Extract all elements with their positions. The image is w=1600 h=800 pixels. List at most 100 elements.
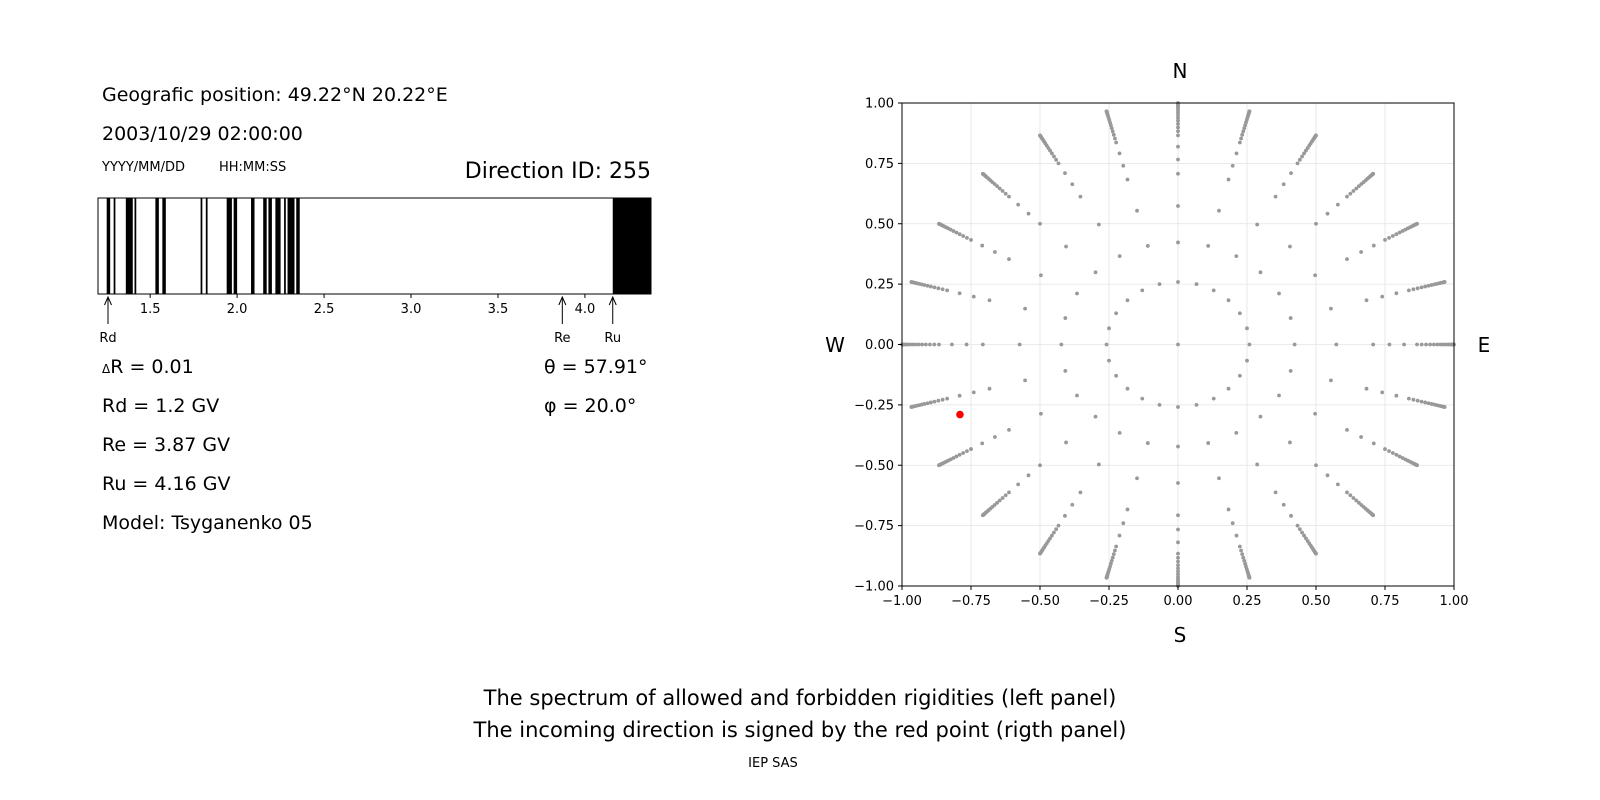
spectrum-markers: Rd Re Ru bbox=[99, 295, 621, 346]
grid-point bbox=[1176, 444, 1180, 449]
grid-point bbox=[1125, 507, 1130, 512]
grid-point bbox=[1114, 140, 1119, 145]
grid-point bbox=[913, 342, 918, 347]
grid-point bbox=[945, 288, 950, 293]
grid-point bbox=[1234, 533, 1239, 538]
grid-point bbox=[1415, 463, 1419, 468]
grid-point bbox=[1357, 500, 1361, 505]
grid-point bbox=[1039, 411, 1043, 416]
grid-point bbox=[1230, 163, 1235, 168]
compass-north: N bbox=[1173, 59, 1188, 83]
grid-point bbox=[1397, 230, 1402, 235]
spectrum-tick-label: 2.0 bbox=[227, 302, 248, 317]
grid-point bbox=[1064, 244, 1068, 249]
grid-point bbox=[1145, 244, 1150, 248]
grid-point bbox=[1234, 430, 1239, 435]
grid-point bbox=[1242, 126, 1247, 131]
x-tick-label: 0.75 bbox=[1371, 594, 1400, 609]
grid-point bbox=[1314, 133, 1318, 138]
grid-point bbox=[1050, 533, 1054, 538]
model-name: Model: Tsyganenko 05 bbox=[102, 512, 313, 534]
y-tick-label: −0.50 bbox=[854, 459, 894, 474]
grid-point bbox=[932, 342, 937, 347]
grid-point bbox=[925, 401, 930, 406]
y-tick-label: −0.75 bbox=[854, 519, 894, 534]
compass-south: S bbox=[1174, 623, 1187, 647]
grid-point bbox=[1335, 482, 1340, 487]
grid-point bbox=[928, 342, 932, 347]
y-tick-label: 0.75 bbox=[865, 157, 894, 172]
grid-point bbox=[1176, 129, 1180, 134]
grid-point bbox=[1255, 462, 1260, 467]
grid-point bbox=[1371, 342, 1376, 347]
grid-point bbox=[932, 285, 937, 290]
grid-point bbox=[945, 396, 950, 401]
grid-point bbox=[1176, 240, 1180, 245]
grid-point bbox=[1345, 490, 1349, 495]
grid-point bbox=[1038, 221, 1042, 226]
grid-point bbox=[1176, 559, 1180, 564]
grid-point bbox=[1277, 393, 1281, 398]
grid-point bbox=[969, 238, 973, 242]
time-format-label: HH:MM:SS bbox=[219, 160, 287, 175]
spectrum-tick-label: 2.5 bbox=[314, 302, 335, 317]
grid-point bbox=[964, 342, 969, 347]
x-tick-label: 0.50 bbox=[1302, 594, 1331, 609]
map-points bbox=[900, 101, 1456, 588]
x-tick-label: −0.25 bbox=[1089, 594, 1129, 609]
date-time: 2003/10/29 02:00:00 bbox=[102, 123, 303, 145]
grid-point bbox=[1176, 551, 1180, 556]
grid-point bbox=[1313, 273, 1317, 278]
forbidden-band bbox=[296, 198, 300, 294]
grid-point bbox=[1157, 282, 1162, 287]
forbidden-band bbox=[113, 198, 116, 294]
grid-point bbox=[1273, 490, 1278, 495]
grid-point bbox=[1075, 291, 1079, 296]
grid-point bbox=[1411, 397, 1416, 402]
grid-point bbox=[957, 452, 962, 457]
grid-point bbox=[1003, 493, 1008, 498]
grid-point bbox=[1176, 569, 1180, 574]
grid-point bbox=[1211, 396, 1216, 401]
grid-point bbox=[1000, 496, 1005, 500]
grid-point bbox=[928, 284, 933, 289]
grid-point bbox=[1390, 451, 1395, 455]
grid-point bbox=[1064, 440, 1068, 445]
grid-point bbox=[1394, 393, 1399, 398]
grid-point bbox=[1359, 250, 1364, 254]
grid-point bbox=[1423, 284, 1428, 289]
grid-point bbox=[969, 447, 973, 451]
grid-point bbox=[971, 294, 976, 299]
geographic-position: Geografic position: 49.22°N 20.22°E bbox=[102, 84, 448, 106]
grid-point bbox=[1364, 386, 1369, 391]
grid-point bbox=[1039, 273, 1043, 278]
grid-point bbox=[1107, 326, 1111, 331]
grid-point bbox=[1176, 118, 1180, 123]
grid-point bbox=[1217, 476, 1221, 481]
grid-point bbox=[1383, 238, 1387, 242]
grid-point bbox=[1052, 530, 1056, 535]
grid-point bbox=[995, 184, 999, 189]
grid-point bbox=[980, 441, 985, 446]
grid-point bbox=[937, 463, 941, 468]
grid-point bbox=[1145, 441, 1150, 445]
grid-point bbox=[1226, 177, 1231, 182]
grid-point bbox=[1063, 171, 1067, 176]
grid-point bbox=[1247, 109, 1252, 114]
grid-point bbox=[1017, 342, 1022, 347]
grid-point bbox=[937, 221, 941, 226]
grid-point bbox=[1234, 151, 1239, 156]
grid-point bbox=[1432, 342, 1436, 347]
grid-point bbox=[1394, 232, 1399, 237]
grid-point bbox=[1277, 291, 1281, 296]
grid-point bbox=[1176, 115, 1180, 120]
grid-point bbox=[1300, 530, 1304, 535]
grid-point bbox=[1371, 243, 1376, 248]
grid-point bbox=[1237, 373, 1242, 378]
grid-point bbox=[1371, 441, 1376, 446]
grid-point bbox=[1059, 342, 1064, 347]
forbidden-band bbox=[251, 198, 255, 294]
grid-point bbox=[1117, 151, 1122, 156]
grid-point bbox=[1113, 548, 1117, 553]
grid-point bbox=[909, 405, 914, 409]
